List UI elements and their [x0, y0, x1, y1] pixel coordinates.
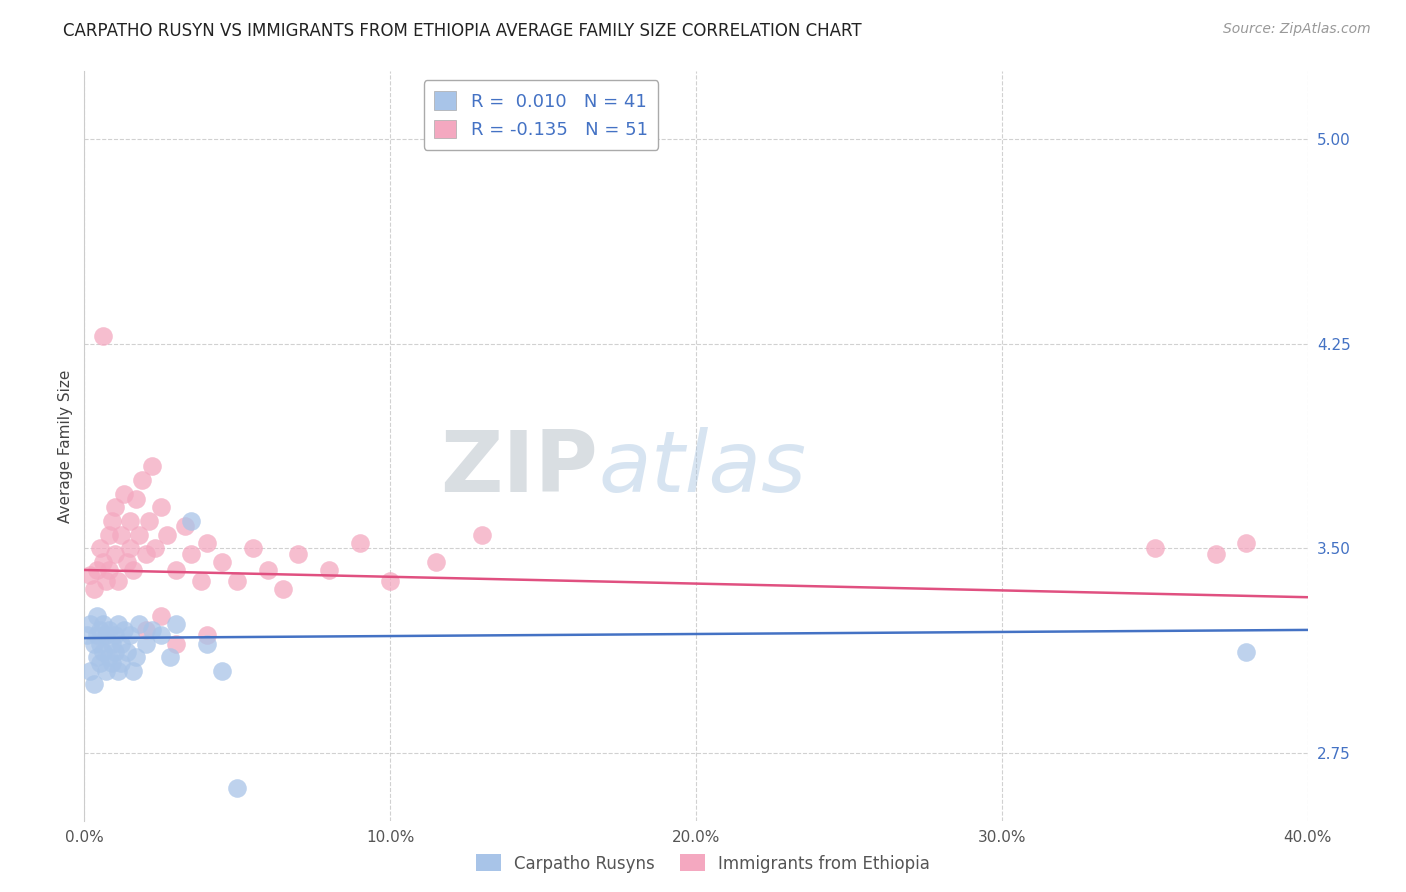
Point — [101, 636, 124, 650]
Point — [128, 527, 150, 541]
Point — [226, 574, 249, 588]
Point — [128, 617, 150, 632]
Y-axis label: Average Family Size: Average Family Size — [58, 369, 73, 523]
Point — [156, 527, 179, 541]
Point — [104, 547, 127, 561]
Point — [1236, 645, 1258, 659]
Point — [91, 617, 114, 632]
Point — [94, 574, 117, 588]
Point — [131, 473, 153, 487]
Point — [83, 636, 105, 650]
Legend: Carpatho Rusyns, Immigrants from Ethiopia: Carpatho Rusyns, Immigrants from Ethiopi… — [470, 847, 936, 880]
Point — [471, 527, 494, 541]
Text: ZIP: ZIP — [440, 427, 598, 510]
Point — [104, 628, 127, 642]
Text: atlas: atlas — [598, 427, 806, 510]
Point — [101, 514, 124, 528]
Point — [318, 563, 340, 577]
Point — [165, 636, 187, 650]
Point — [97, 527, 120, 541]
Point — [91, 555, 114, 569]
Point — [115, 645, 138, 659]
Point — [101, 656, 124, 670]
Point — [125, 650, 148, 665]
Point — [83, 677, 105, 691]
Point — [135, 547, 157, 561]
Point — [79, 568, 101, 582]
Point — [1143, 541, 1166, 556]
Point — [165, 563, 187, 577]
Point — [120, 628, 142, 642]
Point — [143, 541, 166, 556]
Text: Source: ZipAtlas.com: Source: ZipAtlas.com — [1223, 22, 1371, 37]
Point — [125, 492, 148, 507]
Point — [97, 623, 120, 637]
Point — [107, 617, 129, 632]
Legend: R =  0.010   N = 41, R = -0.135   N = 51: R = 0.010 N = 41, R = -0.135 N = 51 — [423, 80, 658, 150]
Point — [135, 636, 157, 650]
Point — [122, 664, 145, 678]
Point — [79, 664, 101, 678]
Point — [94, 664, 117, 678]
Point — [180, 514, 202, 528]
Point — [242, 541, 264, 556]
Point — [141, 459, 163, 474]
Point — [211, 664, 233, 678]
Point — [380, 574, 402, 588]
Point — [349, 535, 371, 549]
Point — [287, 547, 309, 561]
Point — [195, 628, 218, 642]
Point — [112, 486, 135, 500]
Point — [89, 656, 111, 670]
Point — [107, 574, 129, 588]
Point — [112, 623, 135, 637]
Point — [149, 500, 172, 515]
Point — [180, 547, 202, 561]
Point — [107, 664, 129, 678]
Point — [110, 656, 132, 670]
Point — [86, 650, 108, 665]
Point — [211, 555, 233, 569]
Text: CARPATHO RUSYN VS IMMIGRANTS FROM ETHIOPIA AVERAGE FAMILY SIZE CORRELATION CHART: CARPATHO RUSYN VS IMMIGRANTS FROM ETHIOP… — [63, 22, 862, 40]
Point — [86, 563, 108, 577]
Point — [165, 617, 187, 632]
Point — [97, 563, 120, 577]
Point — [79, 617, 101, 632]
Point — [94, 628, 117, 642]
Point — [120, 541, 142, 556]
Point — [104, 500, 127, 515]
Point — [122, 563, 145, 577]
Point — [135, 623, 157, 637]
Point — [97, 650, 120, 665]
Point — [83, 582, 105, 596]
Point — [86, 628, 108, 642]
Point — [104, 645, 127, 659]
Point — [1205, 547, 1227, 561]
Point — [120, 514, 142, 528]
Point — [149, 609, 172, 624]
Point — [89, 623, 111, 637]
Point — [89, 541, 111, 556]
Point — [141, 623, 163, 637]
Point — [115, 555, 138, 569]
Point — [195, 535, 218, 549]
Point — [174, 519, 197, 533]
Point — [257, 563, 280, 577]
Point — [149, 628, 172, 642]
Point — [138, 514, 160, 528]
Point — [76, 628, 98, 642]
Point — [110, 527, 132, 541]
Point — [159, 650, 181, 665]
Point — [190, 574, 212, 588]
Point — [195, 636, 218, 650]
Point — [1236, 535, 1258, 549]
Point — [110, 636, 132, 650]
Point — [226, 780, 249, 795]
Point — [271, 582, 294, 596]
Point — [91, 645, 114, 659]
Point — [89, 636, 111, 650]
Point — [86, 609, 108, 624]
Point — [91, 328, 114, 343]
Point — [425, 555, 447, 569]
